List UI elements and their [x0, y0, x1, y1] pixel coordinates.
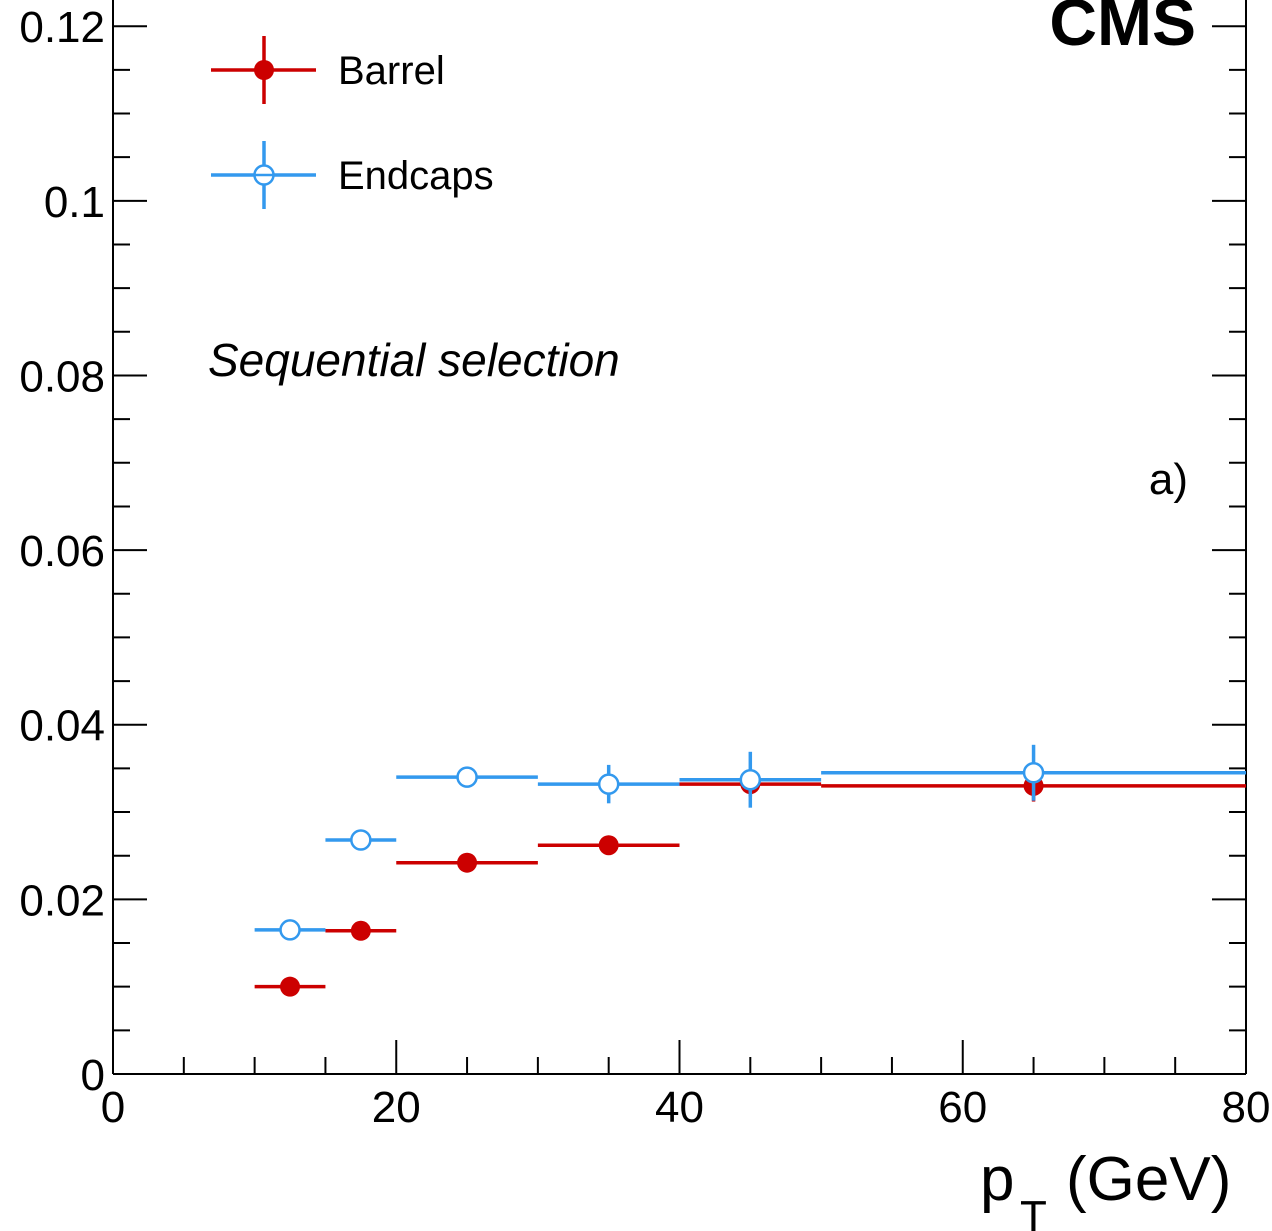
data-point — [537, 835, 680, 856]
data-point — [679, 751, 822, 808]
y-tick-label: 0.12 — [19, 3, 105, 52]
plot-axes: 0 20 40 60 80 0 0.02 0.04 0.06 0.08 0.1 0.12 — [19, 0, 1270, 1132]
x-axis-title-unit: (GeV) — [1066, 1145, 1231, 1214]
marker — [1022, 762, 1045, 784]
marker — [350, 920, 371, 941]
marker — [350, 829, 372, 851]
y-tick-label: 0.1 — [44, 178, 105, 227]
marker — [280, 976, 301, 997]
x-tick-label: 40 — [655, 1083, 704, 1132]
x-tick-label: 0 — [101, 1083, 125, 1132]
x-tick-label: 20 — [372, 1083, 421, 1132]
legend-marker — [254, 60, 274, 80]
data-point — [325, 829, 397, 851]
x-axis-title: p T (GeV) — [980, 1145, 1231, 1231]
data-point — [254, 976, 326, 997]
legend-label: Endcaps — [338, 154, 494, 198]
data-point — [821, 744, 1246, 801]
data-point — [254, 919, 326, 941]
x-tick-label: 80 — [1222, 1083, 1271, 1132]
selection-label: Sequential selection — [208, 334, 620, 386]
y-tick-label: 0 — [81, 1051, 105, 1100]
y-tick-label: 0.02 — [19, 876, 105, 925]
marker — [739, 768, 762, 791]
legend-label: Barrel — [338, 49, 445, 93]
data-point — [537, 764, 680, 804]
legend: Barrel Endcaps — [211, 36, 494, 209]
cms-label: CMS — [1049, 0, 1196, 59]
legend-entry-endcaps: Endcaps — [211, 141, 494, 209]
x-axis-title-symbol: p — [980, 1145, 1014, 1214]
series-endcaps — [254, 744, 1246, 941]
data-point — [396, 852, 538, 873]
marker — [598, 835, 619, 856]
marker — [456, 766, 478, 788]
y-tick-label: 0.06 — [19, 527, 105, 576]
legend-entry-barrel: Barrel — [211, 36, 445, 104]
plot-marks — [254, 744, 1246, 997]
data-point — [325, 920, 397, 941]
y-tick-label: 0.04 — [19, 702, 105, 751]
x-tick-label: 60 — [938, 1083, 987, 1132]
marker — [457, 852, 478, 873]
y-tick-label: 0.08 — [19, 352, 105, 401]
marker — [597, 773, 620, 795]
marker — [279, 919, 301, 941]
panel-label: a) — [1149, 455, 1188, 504]
data-point — [396, 766, 538, 788]
x-axis-title-subscript: T — [1020, 1192, 1047, 1231]
